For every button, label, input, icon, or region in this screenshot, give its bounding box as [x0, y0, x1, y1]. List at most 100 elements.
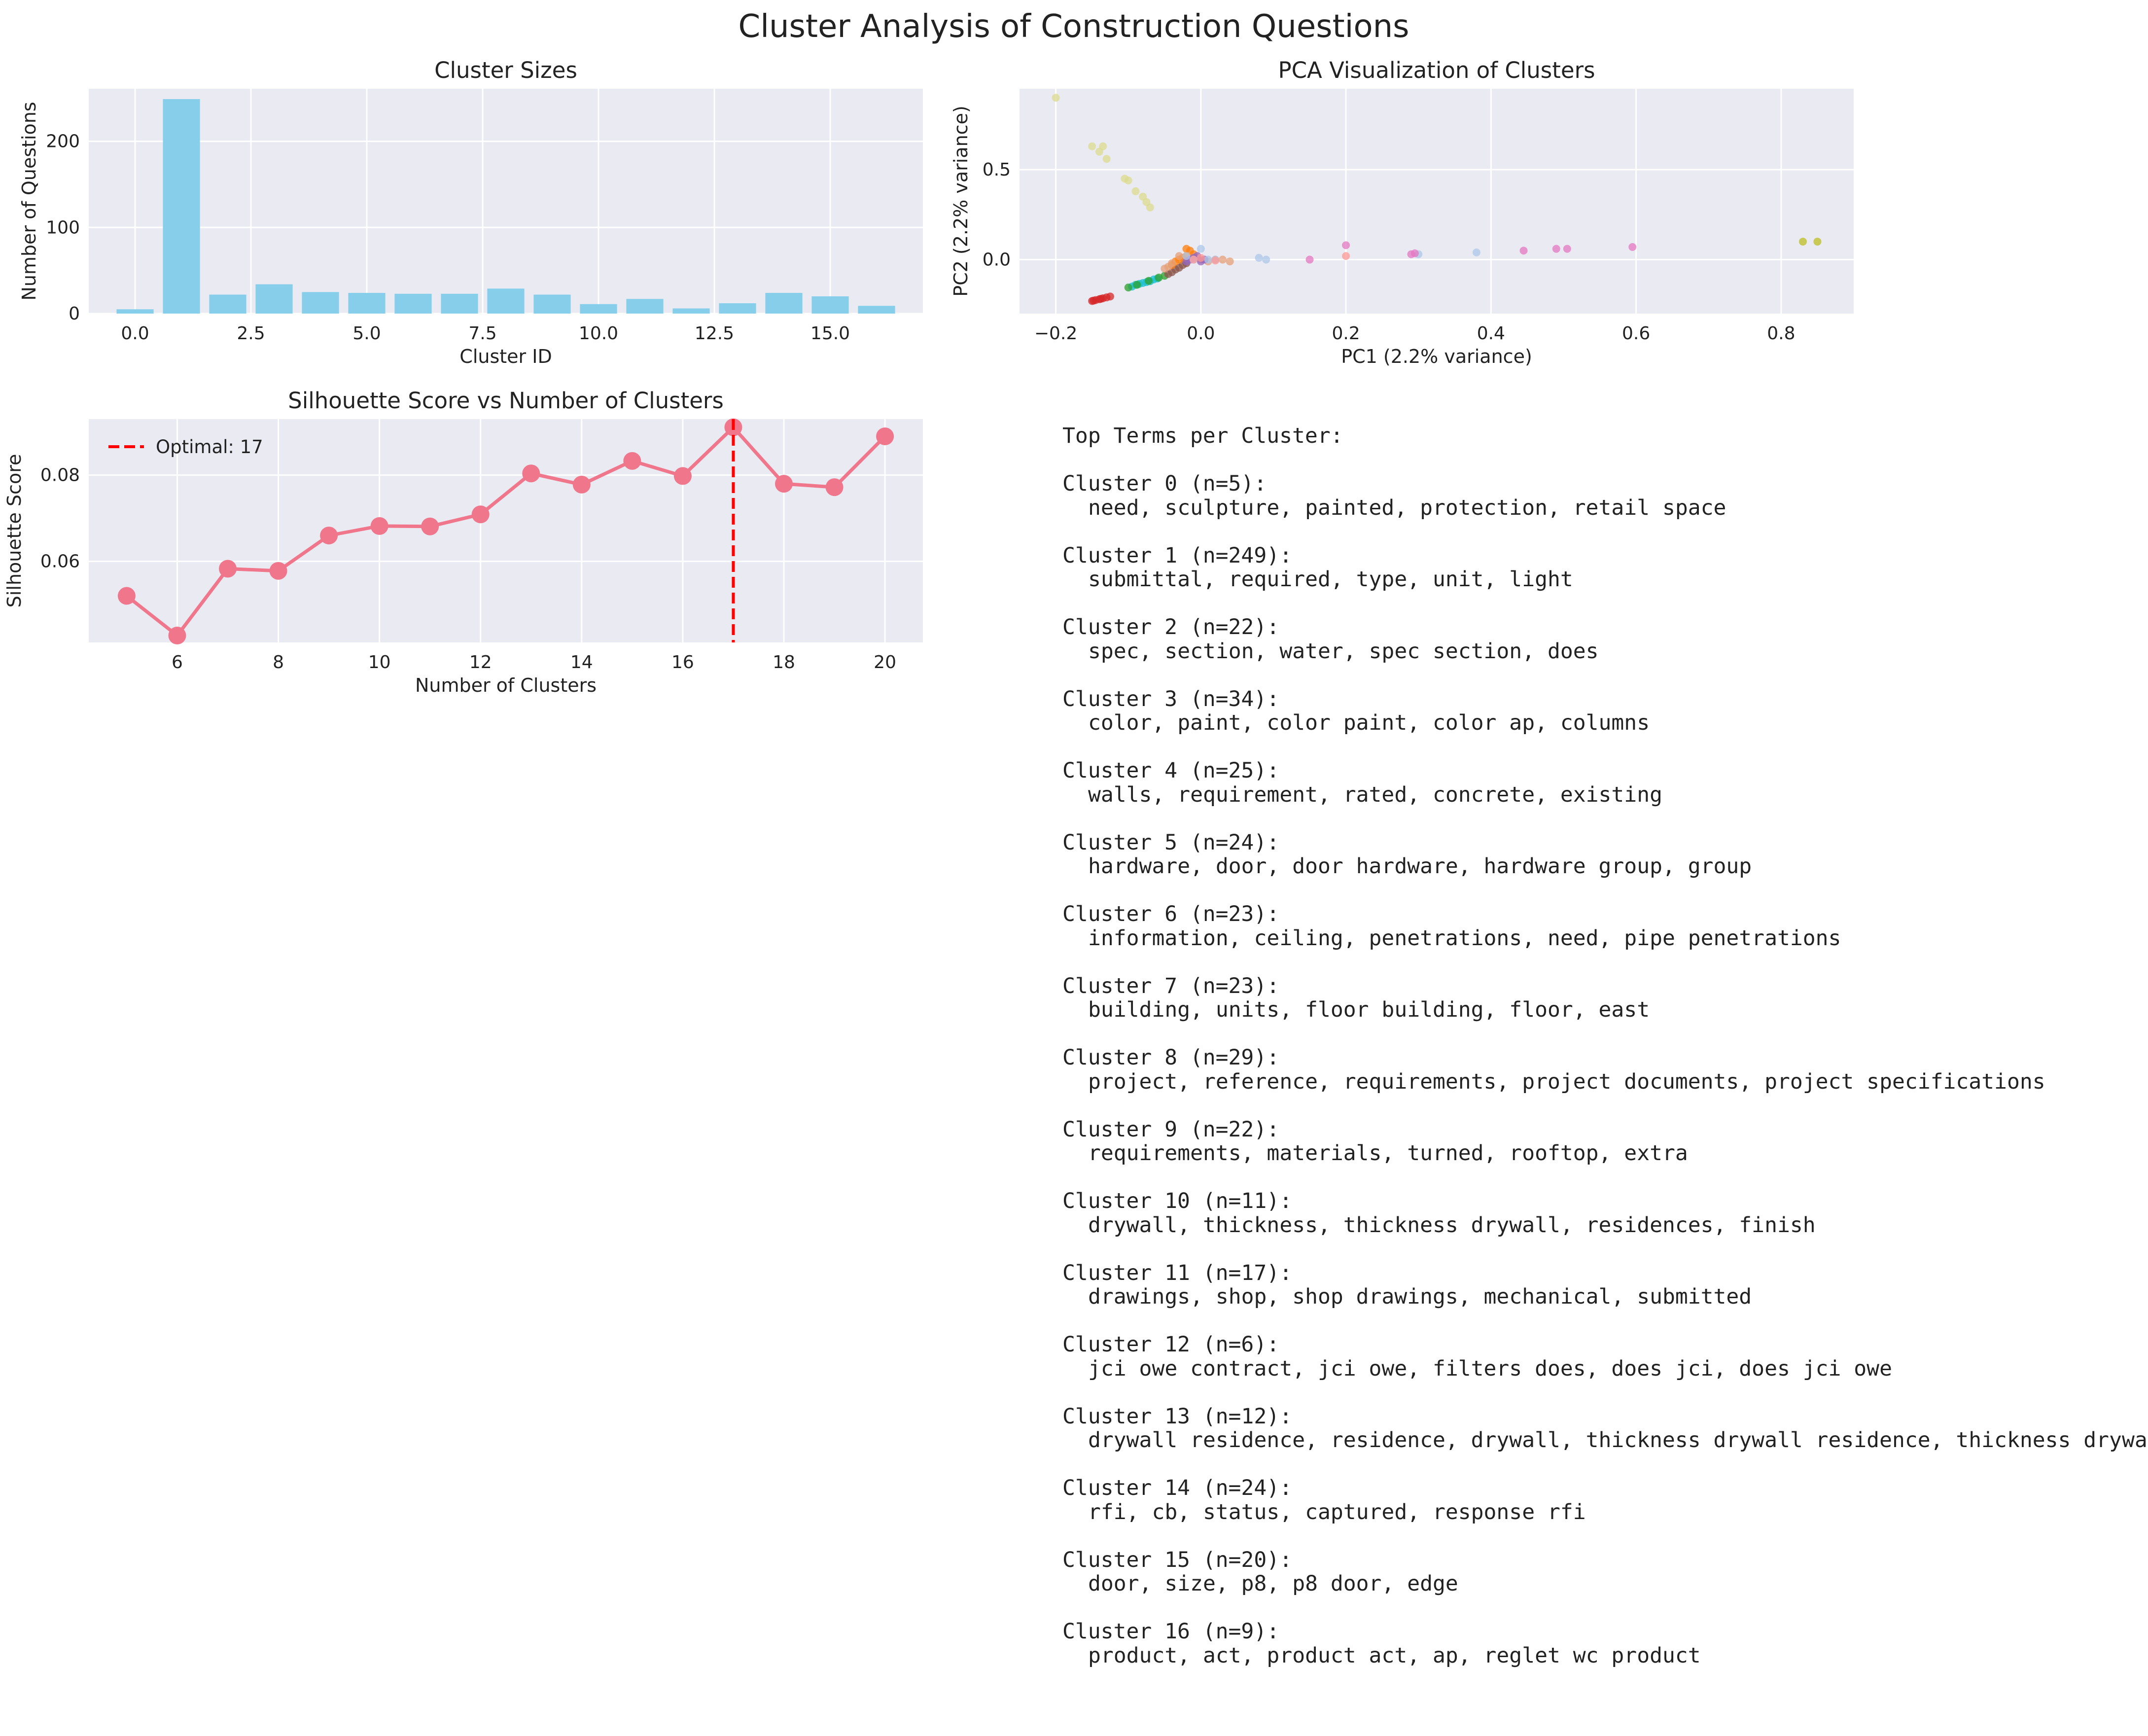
scatter-point: [1342, 252, 1350, 260]
scatter-point: [1628, 243, 1637, 251]
cluster-terms-3: Cluster 3 (n=34): color, paint, color pai…: [1062, 687, 2142, 735]
cluster-terms-14: Cluster 14 (n=24): rfi, cb, status, captu…: [1062, 1476, 2142, 1524]
cluster-terms-line: building, units, floor building, floor, …: [1088, 997, 1650, 1022]
x-tick-label: 20: [874, 652, 896, 673]
cluster-terms-12: Cluster 12 (n=6): jci owe contract, jci o…: [1062, 1333, 2142, 1381]
scatter-point: [1182, 252, 1191, 260]
cluster-sizes-chart: 0.0 2.5 5.0 7.5 10.0 12.5 15.0 0 100 200 Cluster S…: [18, 57, 923, 367]
x-tick-label: 0.2: [1332, 323, 1360, 344]
scatter-point: [1144, 277, 1153, 285]
scatter-point: [1211, 256, 1220, 265]
scatter-point: [1226, 257, 1234, 266]
bar-cluster-10: [580, 304, 617, 314]
x-tick-label: 18: [773, 652, 795, 673]
cluster-terms-line: hardware, door, door hardware, hardware …: [1088, 854, 1752, 879]
scatter-point: [1563, 245, 1571, 253]
cluster-terms-0: Cluster 0 (n=5): need, sculpture, painted…: [1062, 472, 2142, 520]
cluster-terms-line: color, paint, color paint, color ap, col…: [1088, 710, 1650, 735]
y-axis-label: PC2 (2.2% variance): [950, 106, 972, 297]
bar-cluster-0: [116, 309, 154, 314]
chart-title: Silhouette Score vs Number of Clusters: [288, 388, 724, 414]
silhouette-point: [623, 452, 641, 470]
cluster-header: Cluster 9 (n=22):: [1062, 1117, 1280, 1142]
silhouette-point: [168, 627, 186, 645]
pca-scatter-chart: −0.2 0.0 0.2 0.4 0.6 0.8 0.0 0.5 PCA Visualizati…: [950, 57, 1854, 367]
chart-title: Cluster Sizes: [434, 57, 577, 83]
bar-cluster-8: [487, 288, 525, 314]
x-axis-label: Cluster ID: [459, 346, 552, 367]
y-tick-label: 0.0: [983, 250, 1011, 270]
silhouette-line-chart: 6 8 10 12 14 16 18 20 0.06 0.08 Silhouette Score v…: [3, 388, 923, 696]
y-tick-label: 0.5: [983, 160, 1011, 180]
cluster-terms-line: door, size, p8, p8 door, edge: [1088, 1571, 1458, 1596]
x-tick-label: 14: [570, 652, 593, 673]
bar-cluster-12: [672, 308, 710, 314]
cluster-terms-8: Cluster 8 (n=29): project, reference, req…: [1062, 1046, 2142, 1094]
y-tick-label: 200: [46, 132, 80, 152]
markers: [117, 418, 894, 645]
cluster-header: Cluster 8 (n=29):: [1062, 1045, 1280, 1070]
silhouette-point: [370, 517, 388, 535]
scatter-point: [1519, 247, 1528, 255]
scatter-point: [1472, 248, 1480, 256]
x-tick-label: 0.4: [1477, 323, 1505, 344]
y-tick-label: 0.06: [40, 552, 80, 572]
scatter-point: [1131, 187, 1140, 195]
scatter-point: [1255, 253, 1263, 262]
silhouette-point: [825, 478, 844, 496]
scatter-point: [1552, 245, 1560, 253]
cluster-terms-11: Cluster 11 (n=17): drawings, shop, shop d…: [1062, 1261, 2142, 1309]
scatter-point: [1099, 142, 1107, 150]
x-tick-label: 0.8: [1767, 323, 1795, 344]
x-tick-label: 0.6: [1622, 323, 1650, 344]
top-terms-panel: Top Terms per Cluster: Cluster 0 (n=5): ne…: [1062, 424, 2148, 1692]
bar-cluster-7: [441, 293, 478, 314]
x-tick-label: 7.5: [468, 323, 496, 344]
cluster-terms-line: walls, requirement, rated, concrete, exi…: [1088, 782, 1662, 807]
cluster-terms-10: Cluster 10 (n=11): drywall, thickness, th…: [1062, 1189, 2142, 1237]
terms-heading: Top Terms per Cluster:: [1062, 424, 1343, 448]
x-tick-label: 10: [368, 652, 391, 673]
cluster-terms-line: project, reference, requirements, projec…: [1088, 1069, 2045, 1094]
grid: [1020, 89, 1854, 314]
x-tick-label: 2.5: [237, 323, 265, 344]
cluster-terms-line: drywall, thickness, thickness drywall, r…: [1088, 1212, 1816, 1238]
x-tick-label: 0.0: [121, 323, 149, 344]
cluster-terms-4: Cluster 4 (n=25): walls, requirement, rat…: [1062, 759, 2142, 807]
scatter-point: [1342, 241, 1350, 249]
cluster-header: Cluster 12 (n=6):: [1062, 1332, 1280, 1357]
x-tick-label: 6: [172, 652, 183, 673]
scatter-point: [1262, 255, 1270, 264]
scatter-point: [1102, 155, 1111, 163]
scatter-points: [1052, 94, 1822, 305]
bar-cluster-16: [858, 306, 895, 314]
scatter-point: [1410, 249, 1419, 257]
silhouette-point: [117, 587, 136, 605]
cluster-terms-15: Cluster 15 (n=20): door, size, p8, p8 doo…: [1062, 1548, 2142, 1596]
silhouette-point: [320, 527, 338, 545]
bar-cluster-4: [302, 292, 339, 314]
cluster-header: Cluster 16 (n=9):: [1062, 1619, 1280, 1644]
x-tick-label: 15.0: [810, 323, 850, 344]
cluster-terms-line: rfi, cb, status, captured, response rfi: [1088, 1499, 1586, 1524]
bar-cluster-13: [719, 303, 756, 314]
scatter-point: [1218, 255, 1227, 264]
scatter-point: [1090, 296, 1098, 305]
cluster-header: Cluster 0 (n=5):: [1062, 471, 1267, 496]
cluster-terms-line: submittal, required, type, unit, light: [1088, 567, 1573, 592]
scatter-point: [1175, 252, 1183, 260]
cluster-header: Cluster 1 (n=249):: [1062, 543, 1292, 568]
scatter-point: [1146, 203, 1154, 212]
cluster-terms-line: requirements, materials, turned, rooftop…: [1088, 1141, 1688, 1166]
x-axis-label: PC1 (2.2% variance): [1341, 346, 1532, 367]
cluster-header: Cluster 3 (n=34):: [1062, 686, 1280, 711]
silhouette-point: [421, 517, 439, 535]
silhouette-point: [269, 562, 287, 580]
cluster-header: Cluster 13 (n=12):: [1062, 1404, 1292, 1429]
bar-cluster-9: [533, 294, 571, 314]
cluster-terms-6: Cluster 6 (n=23): information, ceiling, p…: [1062, 902, 2142, 950]
x-tick-label: 8: [273, 652, 284, 673]
scatter-point: [1190, 255, 1198, 264]
y-axis-label: Number of Questions: [18, 102, 40, 300]
y-axis-label: Silhouette Score: [3, 454, 25, 608]
